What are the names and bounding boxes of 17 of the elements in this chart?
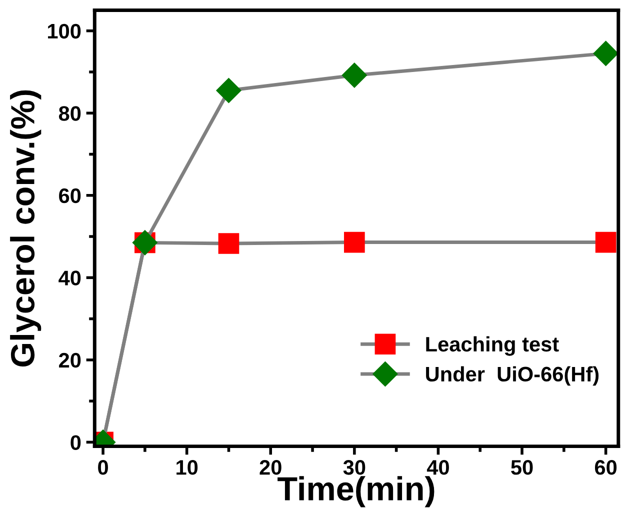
y-tick-label: 100 (48, 24, 81, 39)
x-tick-label: 0 (98, 460, 108, 475)
y-axis-title: Glycerol conv.(%) (10, 90, 42, 366)
legend-label: Leaching test (426, 336, 559, 356)
legend-label: Under UiO-66(Hf) (426, 366, 599, 386)
y-tick-label: 20 (59, 352, 81, 368)
y-tick-label: 40 (58, 270, 81, 286)
x-tick-label: 50 (511, 460, 533, 475)
y-tick-label: 80 (58, 106, 81, 121)
x-tick-label: 10 (176, 460, 198, 475)
x-tick-label: 40 (426, 460, 449, 475)
x-axis-title: Time(min) (278, 476, 434, 508)
x-tick-label: 20 (260, 460, 282, 475)
y-tick-label: 0 (70, 435, 81, 450)
x-tick-label: 30 (343, 460, 366, 475)
y-tick-label: 60 (59, 188, 81, 204)
x-tick-label: 60 (594, 460, 617, 475)
